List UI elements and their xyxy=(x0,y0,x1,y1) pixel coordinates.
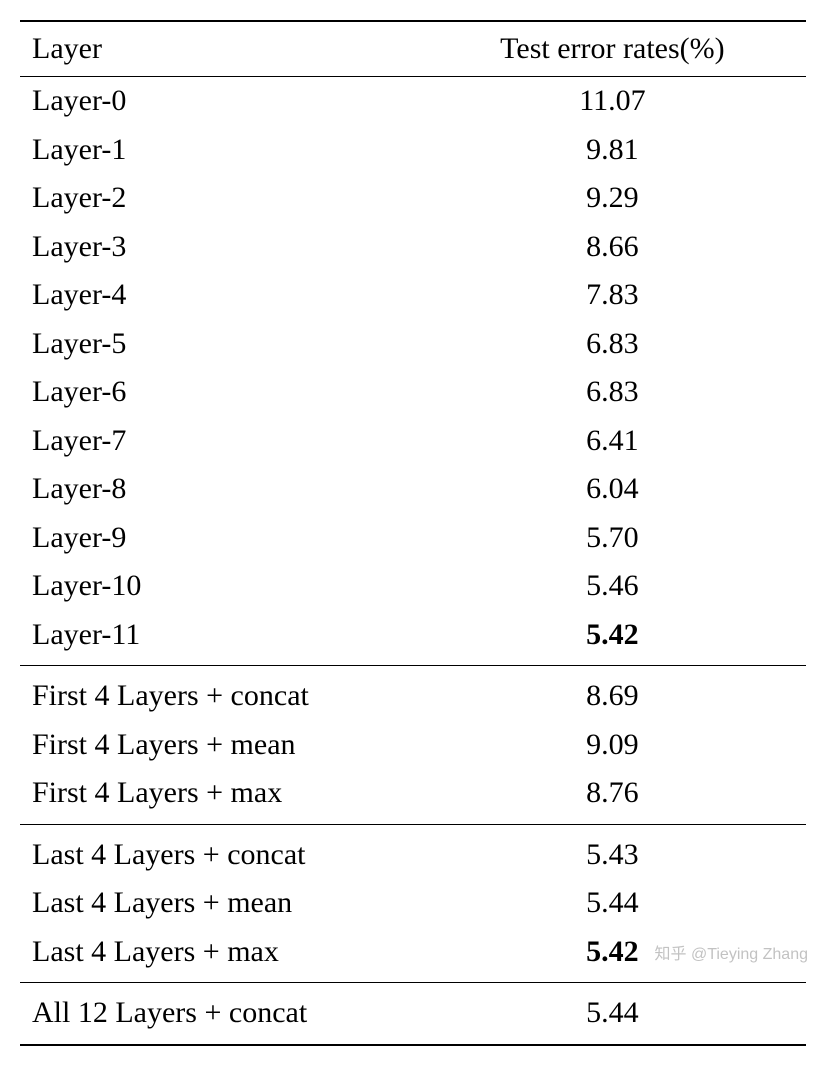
table-row: First 4 Layers + max8.76 xyxy=(20,769,806,824)
cell-value: 5.46 xyxy=(437,562,806,611)
cell-value: 6.83 xyxy=(437,368,806,417)
cell-value: 5.42 xyxy=(437,611,806,666)
table-row: Layer-86.04 xyxy=(20,465,806,514)
table-row: Layer-29.29 xyxy=(20,174,806,223)
table-row: Last 4 Layers + concat5.43 xyxy=(20,824,806,879)
table-row: Layer-38.66 xyxy=(20,223,806,272)
cell-layer: Layer-1 xyxy=(20,126,437,175)
cell-layer: Layer-3 xyxy=(20,223,437,272)
table-header-row: Layer Test error rates(%) xyxy=(20,21,806,77)
cell-layer: Layer-5 xyxy=(20,320,437,369)
table-row: First 4 Layers + concat8.69 xyxy=(20,666,806,721)
cell-layer: Layer-9 xyxy=(20,514,437,563)
cell-layer: Layer-4 xyxy=(20,271,437,320)
cell-layer: Layer-11 xyxy=(20,611,437,666)
col-header-value: Test error rates(%) xyxy=(437,21,806,77)
table-row: Layer-76.41 xyxy=(20,417,806,466)
cell-layer: First 4 Layers + concat xyxy=(20,666,437,721)
table-row: First 4 Layers + mean9.09 xyxy=(20,721,806,770)
table-row: Last 4 Layers + mean5.44 xyxy=(20,879,806,928)
table-row: Layer-115.42 xyxy=(20,611,806,666)
table-row: Layer-105.46 xyxy=(20,562,806,611)
cell-layer: First 4 Layers + max xyxy=(20,769,437,824)
table-row: Last 4 Layers + max5.42 xyxy=(20,928,806,983)
cell-layer: Layer-8 xyxy=(20,465,437,514)
table-row: All 12 Layers + concat5.44 xyxy=(20,983,806,1045)
cell-layer: Last 4 Layers + max xyxy=(20,928,437,983)
table-row: Layer-011.07 xyxy=(20,77,806,126)
cell-value: 5.70 xyxy=(437,514,806,563)
cell-value: 9.29 xyxy=(437,174,806,223)
cell-layer: All 12 Layers + concat xyxy=(20,983,437,1045)
table-row: Layer-47.83 xyxy=(20,271,806,320)
cell-layer: First 4 Layers + mean xyxy=(20,721,437,770)
cell-value: 6.41 xyxy=(437,417,806,466)
cell-value: 6.04 xyxy=(437,465,806,514)
cell-value: 7.83 xyxy=(437,271,806,320)
cell-value: 11.07 xyxy=(437,77,806,126)
cell-value: 8.69 xyxy=(437,666,806,721)
cell-value: 8.76 xyxy=(437,769,806,824)
cell-value: 5.44 xyxy=(437,879,806,928)
results-table: Layer Test error rates(%) Layer-011.07La… xyxy=(20,20,806,1046)
table-row: Layer-19.81 xyxy=(20,126,806,175)
cell-layer: Layer-0 xyxy=(20,77,437,126)
cell-value: 9.81 xyxy=(437,126,806,175)
cell-value: 6.83 xyxy=(437,320,806,369)
cell-value: 5.42 xyxy=(437,928,806,983)
cell-value: 8.66 xyxy=(437,223,806,272)
table-row: Layer-56.83 xyxy=(20,320,806,369)
cell-value: 5.44 xyxy=(437,983,806,1045)
table-body: Layer-011.07Layer-19.81Layer-29.29Layer-… xyxy=(20,77,806,1045)
table-row: Layer-95.70 xyxy=(20,514,806,563)
cell-layer: Last 4 Layers + concat xyxy=(20,824,437,879)
table-row: Layer-66.83 xyxy=(20,368,806,417)
cell-value: 5.43 xyxy=(437,824,806,879)
cell-layer: Last 4 Layers + mean xyxy=(20,879,437,928)
table-header: Layer Test error rates(%) xyxy=(20,21,806,77)
col-header-layer: Layer xyxy=(20,21,437,77)
cell-layer: Layer-10 xyxy=(20,562,437,611)
results-table-container: Layer Test error rates(%) Layer-011.07La… xyxy=(20,20,806,1046)
cell-layer: Layer-2 xyxy=(20,174,437,223)
cell-layer: Layer-7 xyxy=(20,417,437,466)
cell-value: 9.09 xyxy=(437,721,806,770)
cell-layer: Layer-6 xyxy=(20,368,437,417)
